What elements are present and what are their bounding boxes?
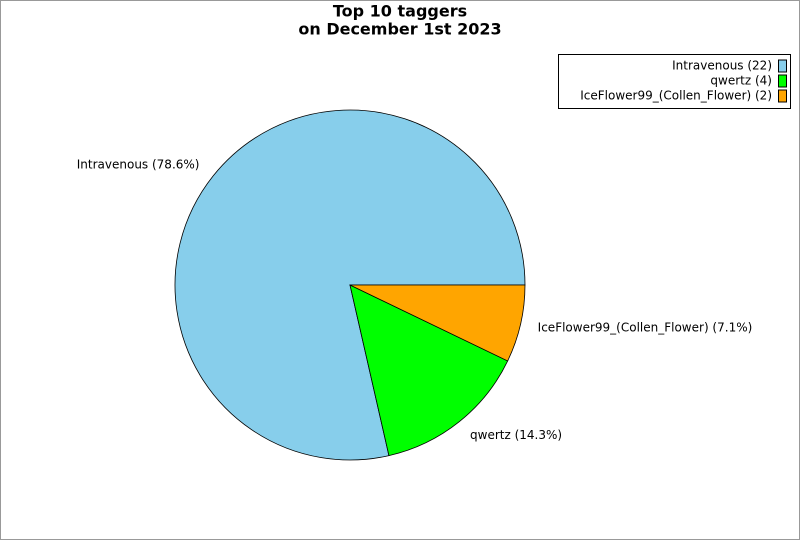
pie-slice — [349, 284, 509, 457]
chart-subtitle: on December 1st 2023 — [298, 20, 501, 39]
legend-swatch — [778, 89, 787, 103]
legend-label: qwertz (4) — [710, 74, 772, 88]
slice-label: qwertz (14.3%) — [470, 428, 562, 442]
legend-box — [558, 54, 791, 109]
pie-slice — [349, 284, 526, 362]
legend-swatch — [778, 74, 787, 88]
legend-label: Intravenous (22) — [672, 59, 772, 73]
legend-swatch — [778, 59, 787, 73]
chart-title: Top 10 taggers — [333, 2, 467, 21]
slice-label: Intravenous (78.6%) — [77, 157, 200, 171]
legend-label: IceFlower99_(Collen_Flower) (2) — [580, 89, 772, 103]
slice-label: IceFlower99_(Collen_Flower) (7.1%) — [538, 320, 753, 334]
